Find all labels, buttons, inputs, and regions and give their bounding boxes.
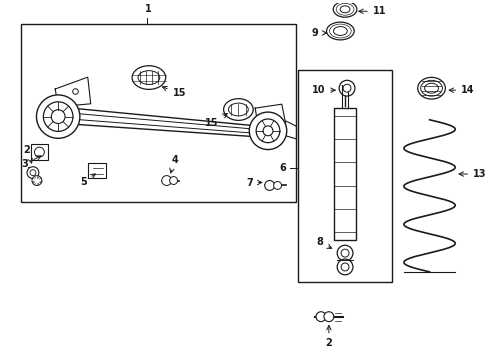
Circle shape bbox=[341, 263, 348, 271]
Text: 10: 10 bbox=[311, 85, 335, 95]
Bar bbox=[20, 24, 295, 202]
Text: 5: 5 bbox=[80, 174, 95, 187]
Text: 13: 13 bbox=[458, 169, 486, 179]
Ellipse shape bbox=[333, 27, 346, 35]
Text: 2: 2 bbox=[325, 325, 331, 348]
Circle shape bbox=[51, 110, 65, 123]
Circle shape bbox=[32, 176, 42, 185]
Circle shape bbox=[337, 259, 352, 275]
Text: 8: 8 bbox=[316, 237, 331, 248]
Circle shape bbox=[341, 249, 348, 257]
Bar bbox=[87, 163, 105, 178]
Ellipse shape bbox=[417, 77, 445, 99]
Text: 7: 7 bbox=[245, 177, 262, 188]
Text: 9: 9 bbox=[311, 28, 326, 38]
Circle shape bbox=[162, 176, 171, 185]
Text: 12: 12 bbox=[0, 359, 1, 360]
Ellipse shape bbox=[132, 66, 165, 89]
Circle shape bbox=[323, 312, 333, 321]
Text: 3: 3 bbox=[22, 156, 41, 169]
Circle shape bbox=[169, 177, 177, 184]
Ellipse shape bbox=[332, 1, 356, 17]
Text: 4: 4 bbox=[169, 155, 178, 173]
Circle shape bbox=[343, 84, 350, 92]
Bar bbox=[333, 108, 355, 240]
Text: 1: 1 bbox=[144, 4, 151, 14]
Circle shape bbox=[30, 170, 36, 176]
Text: 14: 14 bbox=[448, 85, 474, 95]
Ellipse shape bbox=[340, 6, 349, 13]
Circle shape bbox=[315, 312, 325, 321]
Ellipse shape bbox=[223, 99, 253, 120]
Ellipse shape bbox=[138, 71, 160, 85]
Bar bbox=[30, 144, 48, 160]
Circle shape bbox=[37, 95, 80, 138]
Circle shape bbox=[256, 119, 279, 143]
Circle shape bbox=[273, 181, 281, 189]
Text: 6: 6 bbox=[279, 163, 285, 173]
Circle shape bbox=[339, 80, 354, 96]
Circle shape bbox=[27, 167, 39, 179]
Text: 15: 15 bbox=[205, 113, 227, 128]
Text: 15: 15 bbox=[162, 86, 186, 98]
Circle shape bbox=[263, 126, 272, 136]
Text: 11: 11 bbox=[358, 6, 386, 16]
Ellipse shape bbox=[424, 83, 438, 93]
Circle shape bbox=[43, 102, 73, 131]
Circle shape bbox=[264, 180, 274, 190]
Ellipse shape bbox=[228, 103, 248, 116]
Ellipse shape bbox=[420, 80, 442, 96]
Text: 2: 2 bbox=[23, 145, 32, 163]
Bar bbox=[297, 71, 391, 282]
Ellipse shape bbox=[326, 22, 353, 40]
Circle shape bbox=[35, 147, 44, 157]
Circle shape bbox=[249, 112, 286, 149]
Circle shape bbox=[337, 245, 352, 261]
